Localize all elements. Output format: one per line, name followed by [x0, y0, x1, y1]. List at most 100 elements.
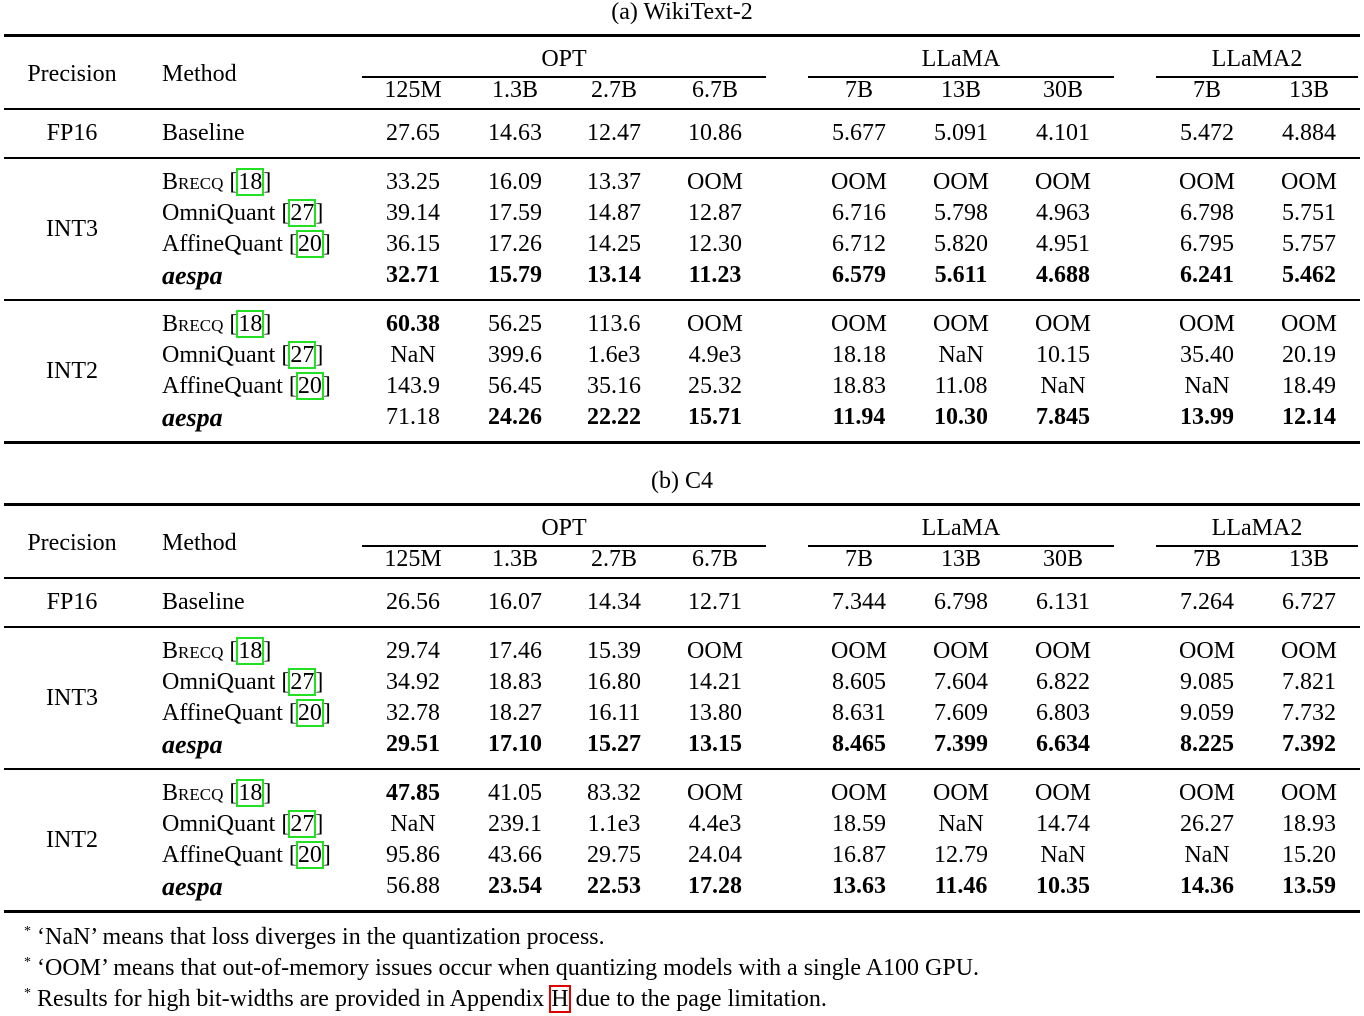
value-cell: 15.71	[688, 404, 742, 430]
value-cell: 18.27	[488, 700, 542, 726]
citation[interactable]: [18]	[223, 310, 272, 338]
value-cell: 6.579	[832, 262, 886, 288]
citation[interactable]: [18]	[223, 779, 272, 807]
value-cell: 14.36	[1180, 873, 1234, 899]
footnote-text: ‘OOM’ means that out-of-memory issues oc…	[37, 955, 980, 981]
citation[interactable]: [27]	[275, 668, 324, 696]
value-cell: 12.79	[934, 842, 988, 868]
model-size-header: 6.7B	[691, 77, 739, 103]
citation-link[interactable]: 18	[236, 779, 265, 807]
value-cell: OOM	[1280, 638, 1338, 664]
model-size-header: 13B	[1288, 546, 1330, 572]
method-name: OmniQuant	[162, 669, 276, 695]
value-cell: 13.15	[688, 731, 742, 757]
footnote-marker: *	[24, 924, 31, 939]
method-name: AffineQuant	[162, 373, 283, 399]
model-size-header: 13B	[940, 77, 982, 103]
citation[interactable]: [27]	[275, 341, 324, 369]
method-name: aespa	[162, 872, 223, 901]
precision-label: FP16	[46, 120, 98, 146]
precision-label: INT2	[46, 357, 98, 384]
model-size-header: 2.7B	[590, 77, 638, 103]
value-cell: OOM	[1034, 311, 1092, 337]
table-rule	[4, 157, 1360, 159]
value-cell: 7.392	[1282, 731, 1336, 757]
method-cell: aespa	[162, 263, 223, 289]
value-cell: 6.822	[1036, 669, 1090, 695]
model-size-header: 2.7B	[590, 546, 638, 572]
citation-link[interactable]: 20	[295, 841, 324, 869]
value-cell: NaN	[1184, 373, 1230, 399]
value-cell: NaN	[938, 811, 984, 837]
table-rule	[4, 768, 1360, 770]
appendix-link[interactable]: H	[549, 985, 571, 1013]
table-rule	[4, 910, 1360, 913]
value-cell: 24.04	[688, 842, 742, 868]
value-cell: 5.820	[934, 231, 988, 257]
value-cell: OOM	[686, 311, 744, 337]
citation[interactable]: [18]	[223, 168, 272, 196]
citation-link[interactable]: 18	[236, 310, 265, 338]
citation-link[interactable]: 18	[236, 168, 265, 196]
citation-link[interactable]: 18	[236, 637, 265, 665]
citation[interactable]: [20]	[282, 372, 331, 400]
table-rule	[4, 441, 1360, 444]
citation-link[interactable]: 27	[288, 199, 317, 227]
citation[interactable]: [20]	[282, 230, 331, 258]
model-size-header: 125M	[384, 77, 442, 103]
citation-link[interactable]: 27	[288, 341, 317, 369]
citation-link[interactable]: 20	[295, 699, 324, 727]
value-cell: 13.99	[1180, 404, 1234, 430]
precision-label: INT2	[46, 826, 98, 853]
value-cell: 6.241	[1180, 262, 1234, 288]
value-cell: NaN	[938, 342, 984, 368]
value-cell: OOM	[1280, 780, 1338, 806]
value-cell: 8.465	[832, 731, 886, 757]
value-cell: 6.798	[1180, 200, 1234, 226]
value-cell: 17.10	[488, 731, 542, 757]
value-cell: 14.87	[587, 200, 641, 226]
citation-link[interactable]: 27	[288, 668, 317, 696]
method-cell: AffineQuant [20]	[162, 699, 331, 727]
model-size-header: 7B	[844, 546, 874, 572]
value-cell: 12.30	[688, 231, 742, 257]
value-cell: 8.631	[832, 700, 886, 726]
model-size-header: 7B	[1192, 546, 1222, 572]
value-cell: 12.87	[688, 200, 742, 226]
citation[interactable]: [20]	[282, 841, 331, 869]
value-cell: NaN	[1040, 842, 1086, 868]
value-cell: 60.38	[386, 311, 440, 337]
value-cell: 7.821	[1282, 669, 1336, 695]
method-name: OmniQuant	[162, 200, 276, 226]
citation[interactable]: [27]	[275, 810, 324, 838]
value-cell: OOM	[830, 638, 888, 664]
group-underline	[362, 545, 766, 547]
value-cell: 8.605	[832, 669, 886, 695]
value-cell: 5.757	[1282, 231, 1336, 257]
citation[interactable]: [27]	[275, 199, 324, 227]
citation-link[interactable]: 20	[295, 230, 324, 258]
value-cell: 6.712	[832, 231, 886, 257]
citation-link[interactable]: 20	[295, 372, 324, 400]
value-cell: 11.08	[934, 373, 988, 399]
citation-link[interactable]: 27	[288, 810, 317, 838]
value-cell: 8.225	[1180, 731, 1234, 757]
model-group-header: LLaMA2	[1211, 46, 1303, 72]
footnote-marker: *	[24, 986, 31, 1001]
value-cell: 7.845	[1036, 404, 1090, 430]
value-cell: 22.22	[587, 404, 641, 430]
value-cell: 7.399	[934, 731, 988, 757]
value-cell: OOM	[1178, 638, 1236, 664]
citation[interactable]: [18]	[223, 637, 272, 665]
method-name: AffineQuant	[162, 231, 283, 257]
value-cell: 11.94	[832, 404, 886, 430]
method-name: Brecq	[162, 311, 224, 337]
value-cell: 12.71	[688, 589, 742, 615]
value-cell: 10.35	[1036, 873, 1090, 899]
table-rule	[4, 503, 1360, 506]
value-cell: 11.46	[934, 873, 988, 899]
value-cell: 9.059	[1180, 700, 1234, 726]
value-cell: 4.4e3	[688, 811, 742, 837]
value-cell: 6.795	[1180, 231, 1234, 257]
citation[interactable]: [20]	[282, 699, 331, 727]
